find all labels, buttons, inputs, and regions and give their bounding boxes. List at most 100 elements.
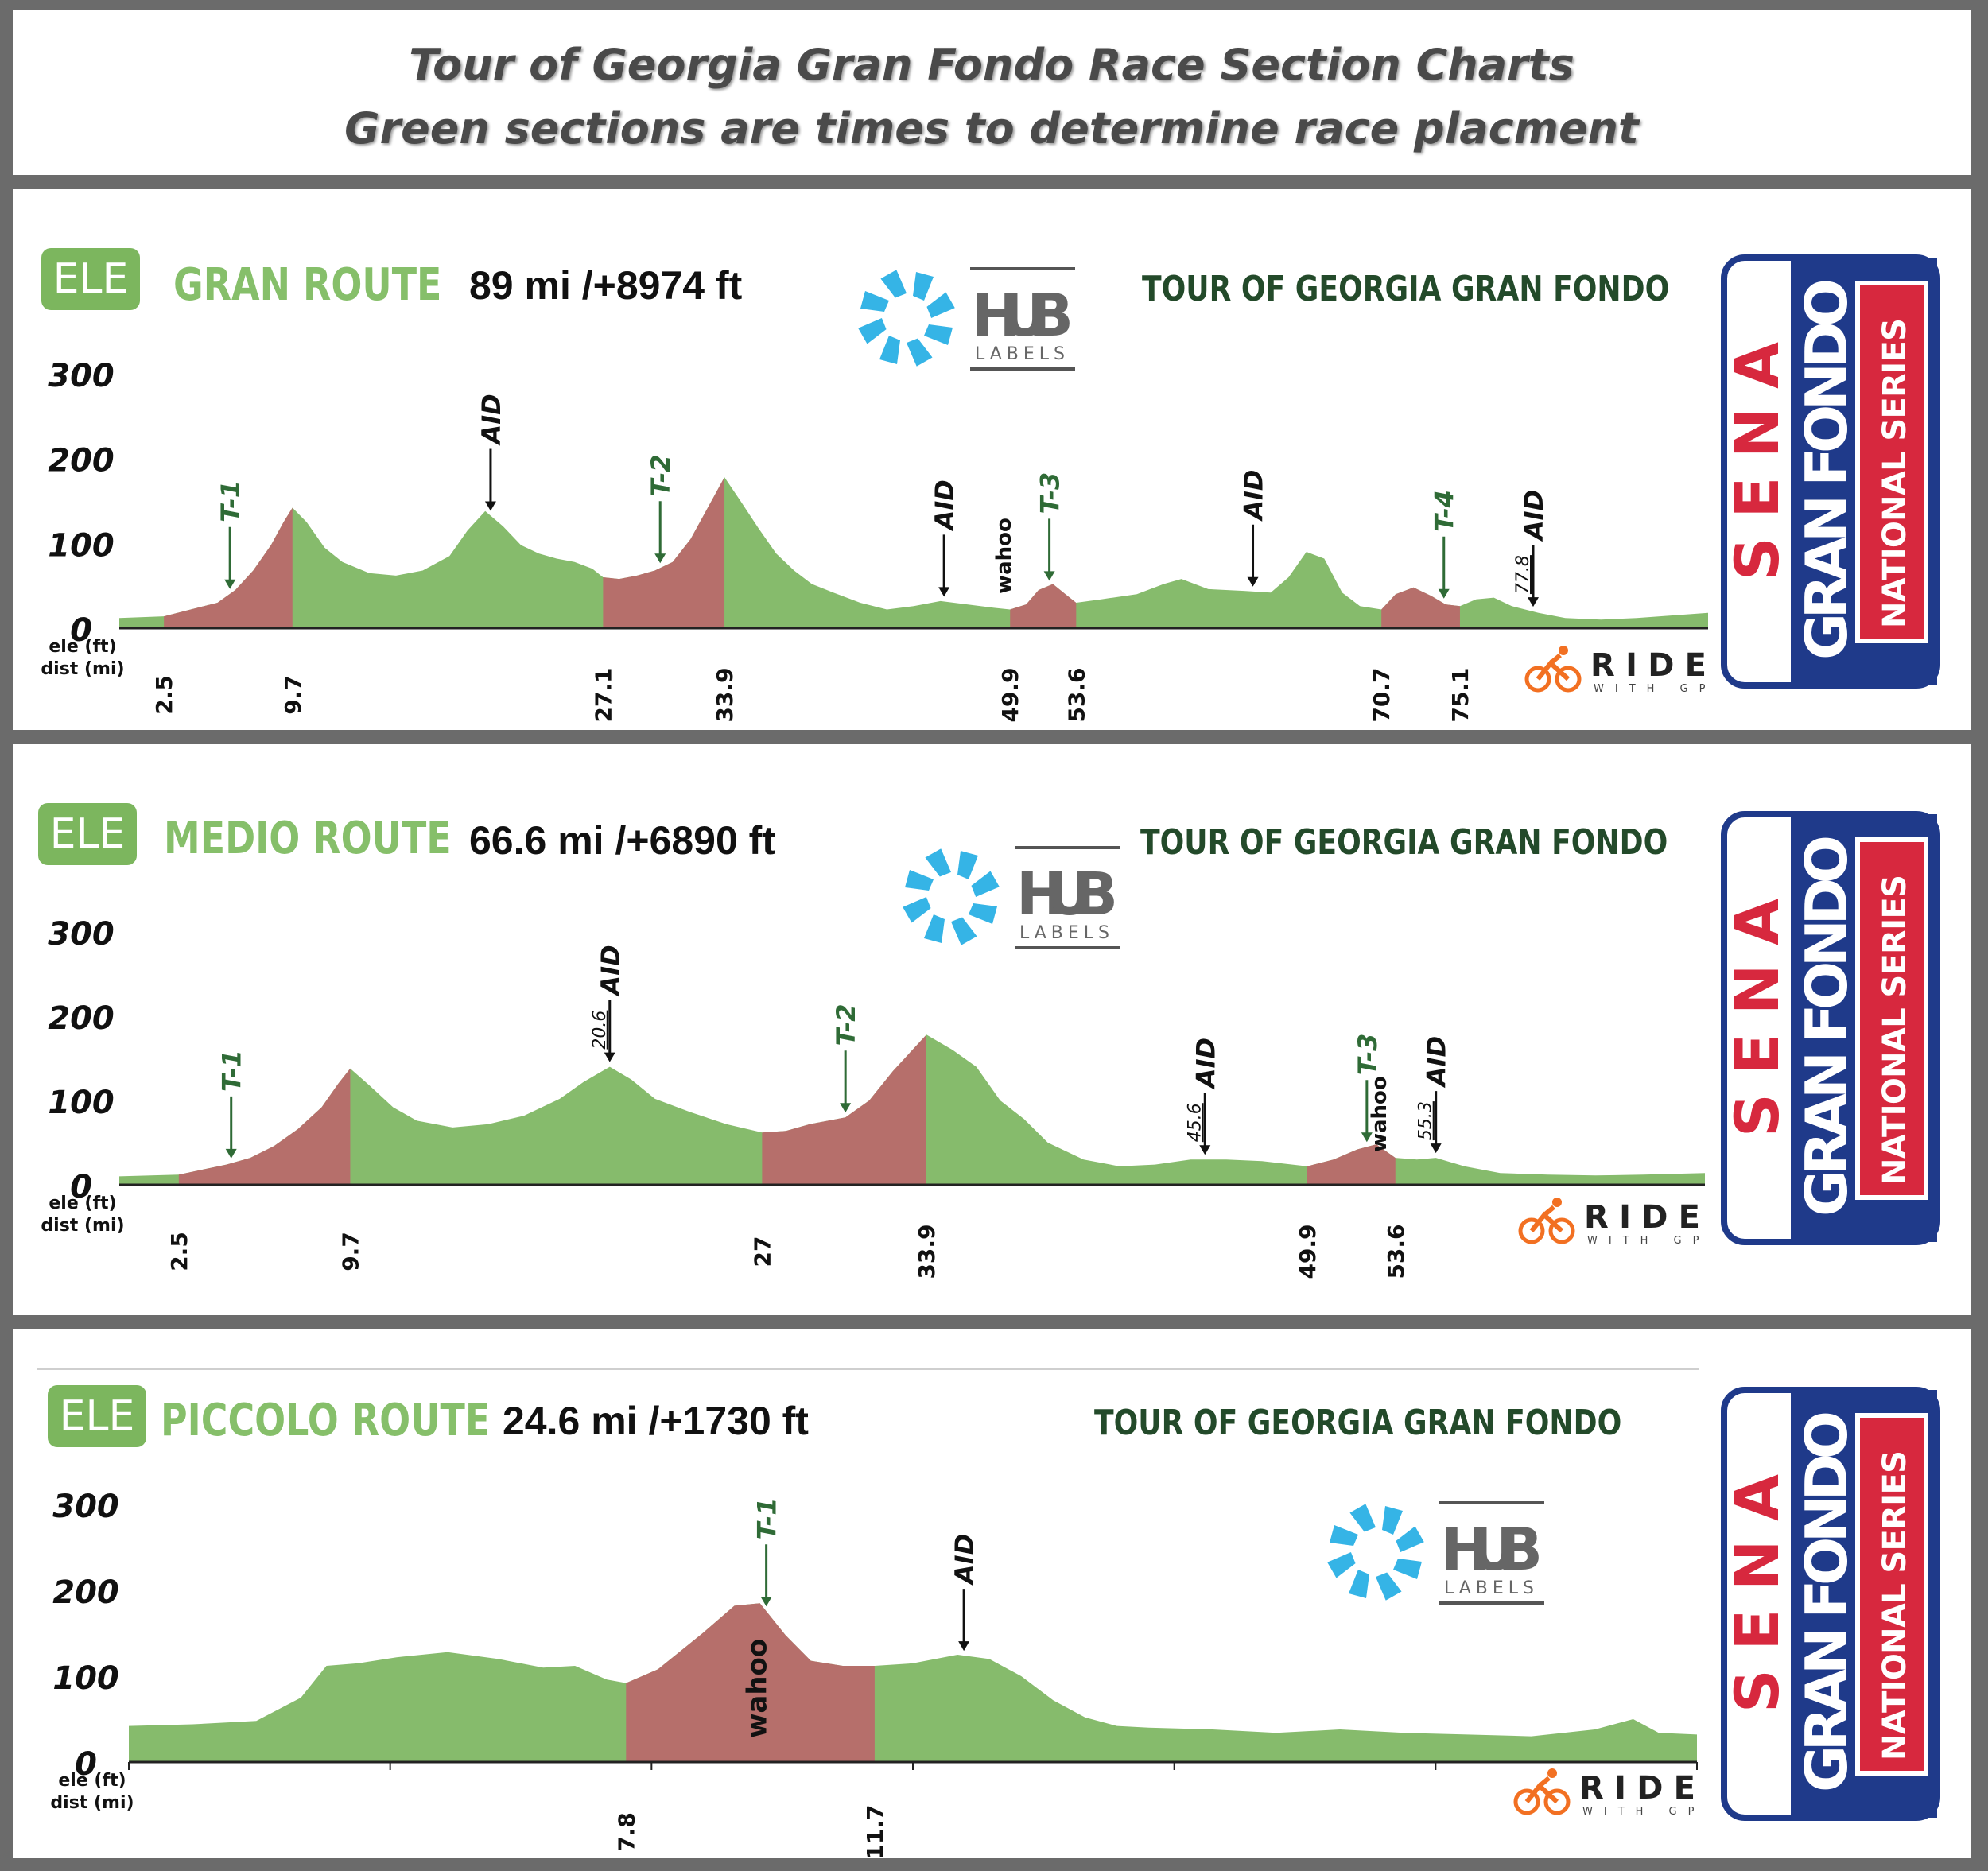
aid-marker-label: AID (1519, 490, 1549, 542)
ride-logo-cyclist-icon (1518, 1198, 1575, 1244)
gran-event-name: TOUR OF GEORGIA GRAN FONDO (1142, 269, 1670, 309)
timed-marker-label: T-1 (217, 1050, 247, 1092)
ele-badge: ELE (38, 803, 137, 865)
x-tick-label: 2.5 (151, 675, 177, 715)
aid-mile-label: 55.3 (1416, 1101, 1436, 1140)
x-tick-label: 33.9 (712, 667, 738, 722)
hub-logo-blade-shape (1393, 1559, 1422, 1579)
marker-arrow-head (938, 587, 950, 597)
hub-logo-text: HUB (1441, 1516, 1543, 1584)
x-axis-title: dist (mi) (41, 1216, 124, 1236)
hub-logo-blade-shape (913, 272, 934, 301)
aid-mile-label: 77.8 (1513, 555, 1533, 594)
piccolo-route-title: PICCOLO ROUTE (161, 1395, 491, 1446)
x-axis-ticks: 7.8 11.7 (613, 1804, 888, 1858)
timed-marker-label: T-2 (646, 455, 676, 497)
hub-logo-blade (1376, 1572, 1402, 1601)
marker-arrow-head (1527, 597, 1539, 607)
timed-section-t-4 (1381, 587, 1460, 628)
hub-logo-subtext: LABELS (1444, 1578, 1539, 1598)
hub-logo-blade-shape (905, 870, 934, 891)
x-tick-label: 27.1 (590, 667, 616, 722)
aid-marker-label: AID (1239, 470, 1269, 522)
hub-logo-blade (1382, 1506, 1403, 1535)
timed-section-t-2 (603, 477, 725, 628)
main-title-line1: Tour of Georgia Gran Fondo Race Section … (409, 40, 1574, 90)
hub-logo-blade (907, 338, 933, 367)
ride-logo-frame (1524, 1776, 1559, 1804)
hub-logo-blade-shape (1327, 1552, 1356, 1578)
marker-arrow-head (1247, 576, 1259, 587)
medio-route-title: MEDIO ROUTE (164, 813, 452, 864)
wahoo-logo-text: wahoo (992, 518, 1016, 594)
title-panel: Tour of Georgia Gran Fondo Race Section … (13, 10, 1971, 175)
hub-logo-blade (971, 871, 1000, 897)
hub-logo-blade-shape (969, 903, 997, 924)
ride-logo-text: RIDE (1584, 1199, 1700, 1236)
timed-marker-label: T-1 (752, 1498, 782, 1540)
aid-mile-label: 45.6 (1185, 1103, 1205, 1142)
ride-logo-rider-head (1559, 646, 1568, 655)
y-axis-title: ele (ft) (49, 637, 116, 657)
sena-logo-national-series-text: NATIONAL SERIES (1877, 1450, 1913, 1760)
marker-arrow-head (840, 1103, 852, 1113)
marker-arrow-head (958, 1641, 970, 1652)
y-axis-ticks: 300 200 100 0 (48, 358, 115, 649)
route-markers: T-1 AID (752, 1498, 980, 1652)
hub-logo-text: HUB (1016, 860, 1118, 929)
y-tick-label: 200 (48, 443, 115, 479)
gran-route-title: GRAN ROUTE (173, 259, 442, 311)
y-tick-label: 300 (52, 1489, 119, 1525)
hub-logo-blade-shape (925, 848, 951, 877)
hub-logo-blade-shape (907, 338, 933, 367)
hub-logo-blade (913, 272, 934, 301)
marker-arrow-head (1430, 1143, 1442, 1154)
hub-logo-blade (1349, 1504, 1376, 1532)
x-tick-label: 9.7 (280, 675, 306, 715)
hub-logo-blade-shape (903, 897, 931, 923)
hub-logo-blade-shape (1349, 1570, 1369, 1598)
sena-logo-national-series-text: NATIONAL SERIES (1877, 318, 1913, 628)
x-tick-label: 49.9 (1295, 1224, 1321, 1279)
marker-arrow-head (1361, 1132, 1373, 1143)
y-tick-label: 200 (48, 1000, 115, 1037)
piccolo-route-panel: 300 200 100 0 ele (ft) dist (mi) 7.8 11.7 T-1 AID… (13, 1329, 1971, 1858)
ride-logo-rider-head (1547, 1768, 1557, 1778)
wahoo-logo-text: wahoo (1368, 1076, 1392, 1152)
y-tick-label: 200 (52, 1574, 119, 1611)
ride-logo-wheel (1513, 1788, 1540, 1815)
hub-logo-blade-shape (924, 324, 953, 345)
x-tick-label: 11.7 (862, 1804, 888, 1858)
timed-marker-label: T-1 (215, 480, 246, 522)
marker-arrow-head (604, 1052, 615, 1062)
hub-logo-blade-shape (951, 917, 977, 945)
timed-marker-label: T-3 (1035, 472, 1066, 514)
marker-arrow-head (760, 1597, 772, 1607)
ride-logo-text: RIDE (1590, 647, 1706, 684)
hub-logo-blade (905, 870, 934, 891)
hub-logo-blade (858, 318, 887, 344)
hub-logo-blade-shape (860, 291, 889, 312)
hub-logo-blade-shape (1349, 1504, 1376, 1532)
timed-section-t-3 (1010, 584, 1077, 628)
hub-logo-blade-shape (971, 871, 1000, 897)
marker-arrow-head (224, 579, 236, 589)
hub-logo-blade (926, 292, 955, 318)
x-axis-title: dist (mi) (41, 659, 124, 679)
hub-logo-blade-shape (1376, 1572, 1402, 1601)
marker-arrow-head (1199, 1145, 1211, 1155)
y-tick-label: 0 (70, 612, 92, 649)
ride-logo-subtext: WITH GPS (1582, 1806, 1703, 1818)
marker-arrow-head (1438, 588, 1450, 599)
ride-logo-wheel (1555, 666, 1582, 693)
x-tick-label: 49.9 (997, 667, 1023, 722)
y-tick-label: 100 (48, 527, 115, 564)
timed-section-t-2 (762, 1034, 926, 1185)
ride-logo-subtext: WITH GPS (1587, 1235, 1708, 1247)
hub-logo-blade (880, 270, 907, 298)
hub-logo-blade (957, 851, 978, 879)
